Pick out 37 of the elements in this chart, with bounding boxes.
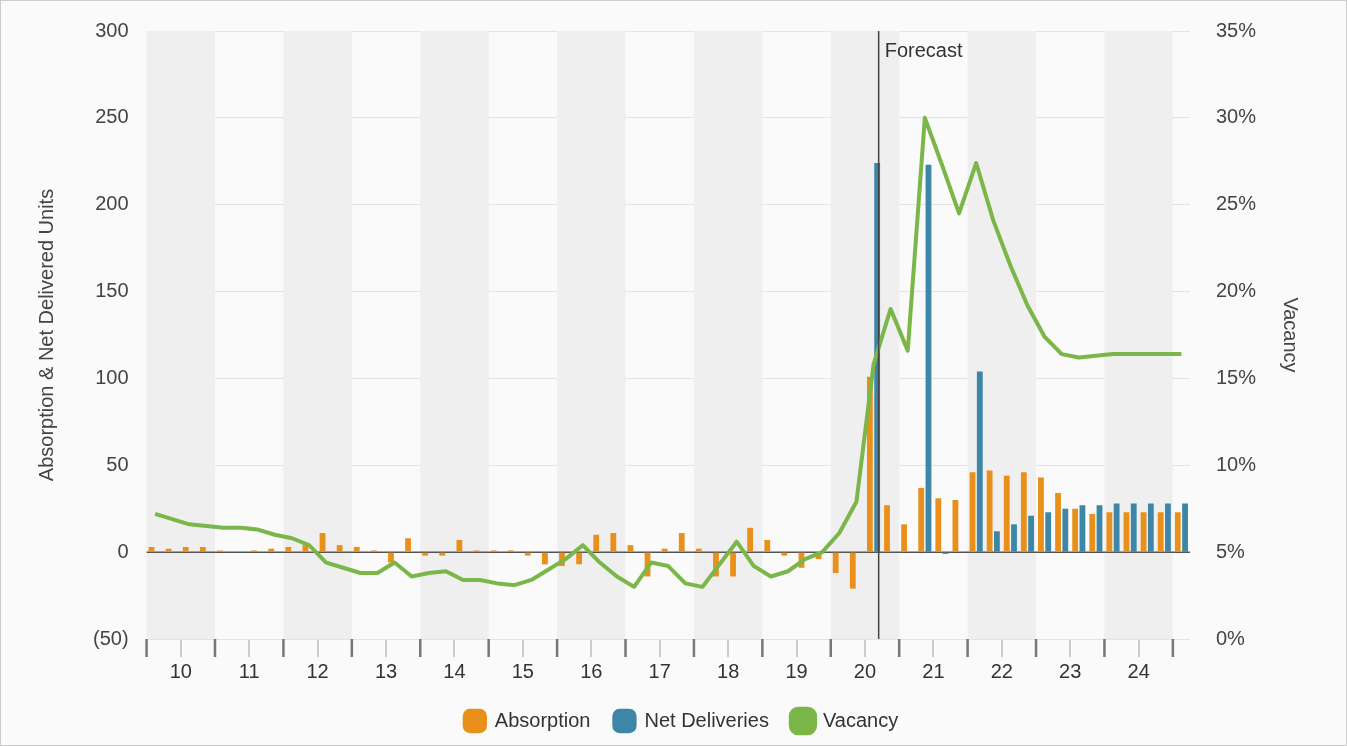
x-tick-label: 14 (443, 659, 466, 682)
y2-tick-label: 35% (1215, 18, 1257, 41)
y-tick-label: 150 (95, 279, 129, 302)
y2-tick-label: 5% (1215, 539, 1246, 562)
legend-label: Net Deliveries (644, 708, 769, 731)
y-tick-label: 300 (95, 18, 129, 41)
x-tick-label: 24 (1127, 659, 1150, 682)
x-tick-label: 22 (990, 659, 1013, 682)
y2-tick-label: 10% (1215, 452, 1257, 475)
x-tick-label: 17 (648, 659, 671, 682)
y-tick-label: 200 (95, 192, 129, 215)
y2-tick-label: 20% (1215, 279, 1257, 302)
y-tick-label: 50 (106, 452, 129, 475)
x-tick-label: 13 (374, 659, 398, 682)
x-tick-label: 11 (238, 659, 260, 682)
x-tick-label: 21 (922, 659, 945, 682)
x-tick-label: 18 (717, 659, 740, 682)
legend-label: Absorption (494, 708, 591, 731)
x-tick-label: 23 (1059, 659, 1082, 682)
y2-tick-label: 15% (1215, 365, 1257, 388)
y-tick-label: 100 (95, 365, 129, 388)
y-tick-label: 0 (117, 539, 129, 562)
y-tick-label: 250 (95, 105, 129, 128)
x-tick-label: 10 (169, 659, 192, 682)
y2-axis-title: Vacancy (1280, 297, 1303, 373)
legend-label: Vacancy (822, 708, 899, 731)
y2-tick-label: 25% (1215, 192, 1257, 215)
y2-tick-label: 0% (1215, 626, 1246, 649)
x-tick-label: 15 (511, 659, 534, 682)
y-axis-title: Absorption & Net Delivered Units (34, 188, 57, 482)
ref-line-label: Forecast (884, 38, 963, 61)
x-tick-label: 16 (580, 659, 603, 682)
y2-tick-label: 30% (1215, 105, 1257, 128)
x-tick-label: 12 (306, 659, 329, 682)
x-tick-label: 20 (853, 659, 877, 682)
y-tick-label: (50) (92, 626, 129, 649)
x-tick-label: 19 (785, 659, 808, 682)
